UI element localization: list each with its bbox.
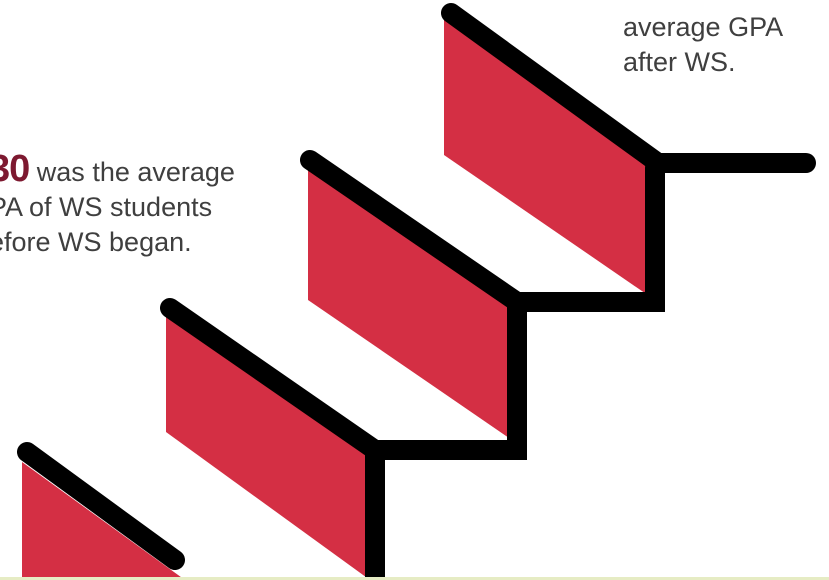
stair-riser-2 [166, 305, 370, 580]
stair-riser-3 [308, 158, 512, 440]
stair-edge-1 [17, 442, 185, 570]
bottom-strip [0, 577, 829, 580]
before-gpa-caption: 30 was the average PA of WS students efo… [0, 150, 235, 260]
after-gpa-caption: average GPA after WS. [623, 10, 783, 80]
stair-post [365, 450, 385, 580]
stair-edge-3 [300, 150, 665, 312]
after-gpa-line-1: average GPA [623, 12, 784, 42]
stair-riser-1 [22, 448, 185, 580]
stair-edge-2 [160, 296, 527, 460]
before-gpa-line-1-text: was the average [36, 157, 235, 187]
before-gpa-value: 30 [0, 148, 30, 190]
after-gpa-line-2: after WS. [623, 47, 736, 77]
before-gpa-line-2: PA of WS students [0, 192, 213, 222]
stair-riser-4 [444, 12, 655, 300]
before-gpa-line-3: efore WS began. [0, 227, 192, 257]
before-gpa-line-1: 30 was the average [0, 150, 235, 190]
